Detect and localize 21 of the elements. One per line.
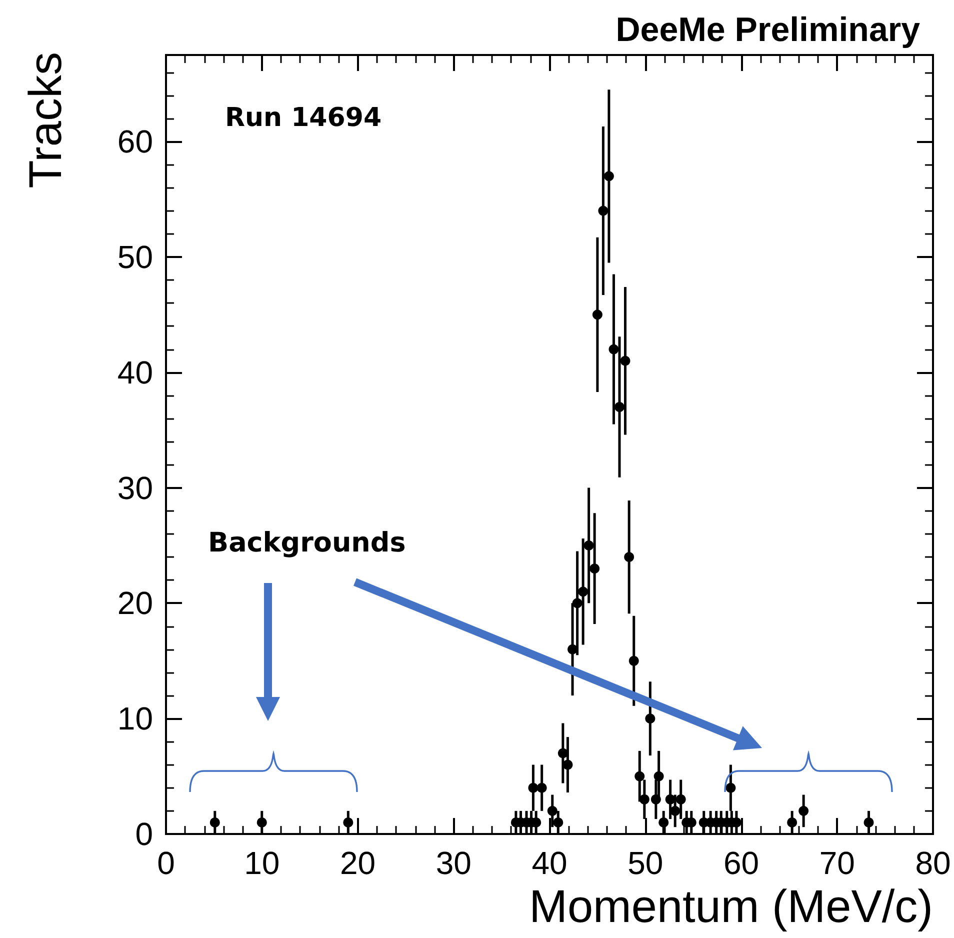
y-tick-label: 50 (117, 238, 153, 275)
annotation: Run 14694 (225, 103, 382, 133)
y-tick-label: 30 (117, 470, 153, 506)
x-tick-label: 0 (157, 845, 175, 881)
y-tick-label: 40 (117, 354, 153, 390)
y-tick-label: 60 (117, 124, 153, 160)
y-tick-label: 0 (135, 816, 153, 852)
y-tick-label: 10 (117, 700, 153, 737)
y-tick-label: 20 (117, 585, 153, 622)
x-tick-label: 80 (915, 845, 951, 881)
x-tick-label: 60 (723, 845, 760, 881)
y-axis-title: Tracks (19, 52, 71, 188)
x-tick-label: 20 (340, 845, 376, 881)
text: DeeMe Preliminary (616, 11, 920, 49)
x-axis-title: Momentum (MeV/c) (529, 880, 933, 932)
x-tick-label: 40 (532, 845, 568, 881)
annotation: Backgrounds (208, 528, 406, 558)
x-tick-label: 30 (436, 845, 472, 881)
x-tick-label: 50 (628, 845, 664, 881)
x-tick-label: 70 (819, 845, 855, 881)
x-tick-label: 10 (244, 845, 280, 881)
